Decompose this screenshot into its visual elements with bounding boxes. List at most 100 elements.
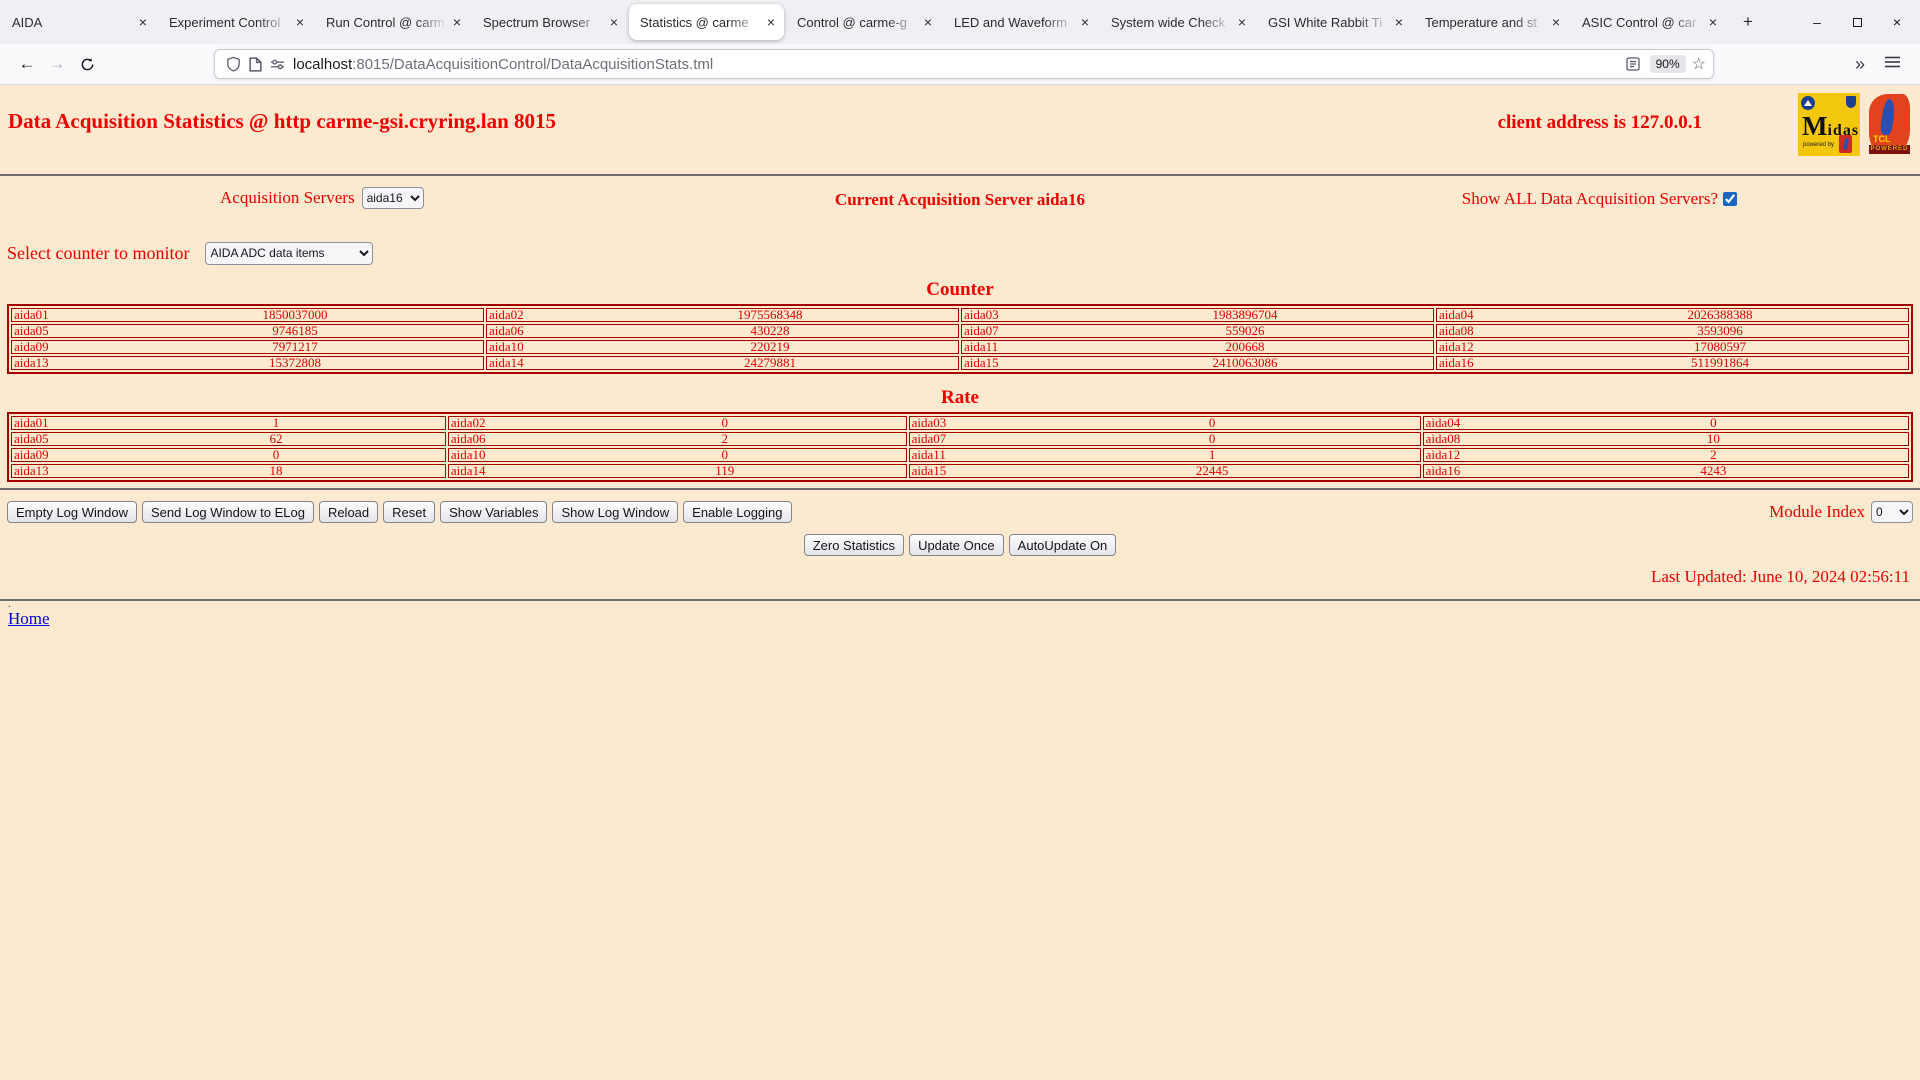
rate-cell: aida12 2 — [1422, 448, 1909, 462]
permissions-sliders-icon[interactable] — [266, 53, 288, 75]
rate-value: 62 — [269, 431, 283, 446]
shield-icon[interactable] — [222, 53, 244, 75]
client-address: client address is 127.0.0.1 — [1497, 112, 1702, 133]
rate-name: aida02 — [450, 415, 486, 430]
module-index-select[interactable]: 0 — [1871, 501, 1913, 523]
new-tab-button[interactable]: + — [1743, 12, 1753, 31]
counter-name: aida08 — [1439, 323, 1474, 338]
overflow-menu-icon[interactable]: » — [1854, 53, 1865, 74]
button-reset[interactable]: Reset — [383, 501, 436, 523]
button-reload[interactable]: Reload — [318, 501, 379, 523]
update-buttons-row: Zero Statistics Update Once AutoUpdate On — [0, 534, 1920, 556]
midas-triangle-badge — [1801, 96, 1815, 110]
tab-close-icon[interactable]: × — [295, 14, 304, 30]
forward-button[interactable]: → — [48, 54, 66, 73]
url-bar[interactable]: localhost:8015/DataAcquisitionControl/Da… — [214, 49, 1714, 79]
rate-value: 0 — [721, 415, 729, 430]
rate-value: 119 — [715, 463, 735, 478]
rate-name: aida14 — [450, 463, 486, 478]
rate-row: aida09 0 aida10 0 aida11 1 aida12 2 — [11, 448, 1909, 462]
url-text[interactable]: localhost:8015/DataAcquisitionControl/Da… — [293, 56, 1622, 73]
rate-name: aida09 — [14, 447, 49, 462]
tab-close-icon[interactable]: × — [1080, 14, 1089, 30]
module-index-label: Module Index — [1769, 502, 1865, 521]
rate-value: 0 — [1208, 431, 1216, 446]
tab-spectrum-browser[interactable]: Spectrum Browser × — [471, 0, 628, 44]
rate-row: aida01 1 aida02 0 aida03 0 aida04 0 — [11, 416, 1909, 430]
tcl-powered-logo: TCL POWERED — [1867, 93, 1912, 156]
rate-value: 1 — [272, 415, 280, 430]
logos: Midas powered by TCL POWERED — [1798, 93, 1912, 156]
button-autoupdate-on[interactable]: AutoUpdate On — [1008, 534, 1117, 556]
tab-close-icon[interactable]: × — [138, 14, 147, 30]
hamburger-menu-icon[interactable] — [1885, 55, 1900, 73]
reader-view-icon[interactable] — [1622, 53, 1644, 75]
rate-cell: aida03 0 — [908, 416, 1421, 430]
tab-close-icon[interactable]: × — [1237, 14, 1246, 30]
minimize-button[interactable]: – — [1813, 14, 1821, 30]
button-send-log-window-to-elog[interactable]: Send Log Window to ELog — [142, 501, 314, 523]
tab-title: AIDA — [12, 14, 43, 30]
tab-close-icon[interactable]: × — [1551, 14, 1560, 30]
tab-close-icon[interactable]: × — [1708, 14, 1717, 30]
tab-temperature-and-st[interactable]: Temperature and st × — [1413, 0, 1570, 44]
bookmark-star-icon[interactable]: ☆ — [1691, 56, 1706, 73]
tab-title: ASIC Control @ car — [1582, 14, 1697, 30]
counter-name: aida02 — [489, 307, 524, 322]
tab-asic-control-car[interactable]: ASIC Control @ car × — [1570, 0, 1727, 44]
counter-cell: aida09 7971217 — [11, 340, 484, 354]
tab-close-icon[interactable]: × — [609, 14, 618, 30]
tab-close-icon[interactable]: × — [766, 14, 775, 30]
home-link[interactable]: Home — [8, 609, 50, 628]
tab-close-icon[interactable]: × — [1394, 14, 1403, 30]
button-empty-log-window[interactable]: Empty Log Window — [7, 501, 137, 523]
tab-led-and-waveform[interactable]: LED and Waveform × — [942, 0, 1099, 44]
tab-statistics-carme[interactable]: Statistics @ carme × — [628, 0, 785, 44]
page-header: Data Acquisition Statistics @ http carme… — [0, 85, 1920, 174]
tab-aida[interactable]: AIDA × — [0, 0, 157, 44]
rate-value: 18 — [269, 463, 283, 478]
rate-name: aida05 — [14, 431, 49, 446]
tab-experiment-control[interactable]: Experiment Control × — [157, 0, 314, 44]
counter-cell: aida05 9746185 — [11, 324, 484, 338]
counter-name: aida01 — [14, 307, 49, 322]
rate-value: 2 — [721, 431, 729, 446]
counter-name: aida09 — [14, 339, 49, 354]
button-enable-logging[interactable]: Enable Logging — [683, 501, 792, 523]
rate-cell: aida04 0 — [1422, 416, 1909, 430]
midas-powered-by-text: powered by — [1803, 142, 1835, 148]
rate-value: 10 — [1706, 431, 1720, 446]
divider — [0, 488, 1920, 490]
tab-system-wide-check[interactable]: System wide Check × — [1099, 0, 1256, 44]
button-update-once[interactable]: Update Once — [909, 534, 1004, 556]
tab-gsi-white-rabbit-ti[interactable]: GSI White Rabbit Ti × — [1256, 0, 1413, 44]
zoom-level-badge[interactable]: 90% — [1649, 55, 1686, 73]
show-all-label: Show ALL Data Acquisition Servers? — [1461, 189, 1718, 208]
back-button[interactable]: ← — [18, 54, 36, 73]
maximize-button[interactable] — [1848, 13, 1866, 31]
tab-run-control-carm[interactable]: Run Control @ carm × — [314, 0, 471, 44]
rate-cell: aida01 1 — [11, 416, 446, 430]
counter-row: aida01 1850037000 aida02 1975568348 aida03 19… — [11, 308, 1909, 322]
counter-name: aida13 — [14, 355, 49, 370]
close-window-button[interactable]: × — [1892, 14, 1902, 30]
rate-cell: aida05 62 — [11, 432, 446, 446]
tab-close-icon[interactable]: × — [452, 14, 461, 30]
counter-cell: aida02 1975568348 — [486, 308, 959, 322]
show-all-checkbox[interactable] — [1723, 192, 1737, 206]
button-show-variables[interactable]: Show Variables — [440, 501, 548, 523]
button-zero-statistics[interactable]: Zero Statistics — [803, 534, 905, 556]
url-host: localhost — [293, 55, 353, 73]
button-show-log-window[interactable]: Show Log Window — [552, 501, 679, 523]
tab-title: GSI White Rabbit Ti — [1268, 14, 1383, 30]
tab-control-carme-g[interactable]: Control @ carme-g × — [785, 0, 942, 44]
rate-value: 0 — [721, 447, 729, 462]
counter-monitor-select[interactable]: AIDA ADC data items — [205, 241, 374, 265]
counter-name: aida05 — [14, 323, 49, 338]
tab-close-icon[interactable]: × — [923, 14, 932, 30]
counter-cell: aida01 1850037000 — [11, 308, 484, 322]
acquisition-server-select[interactable]: aida16 — [361, 187, 424, 209]
reload-button[interactable] — [72, 49, 102, 79]
page-info-icon[interactable] — [244, 53, 266, 75]
counter-value: 2410063086 — [1212, 355, 1278, 370]
